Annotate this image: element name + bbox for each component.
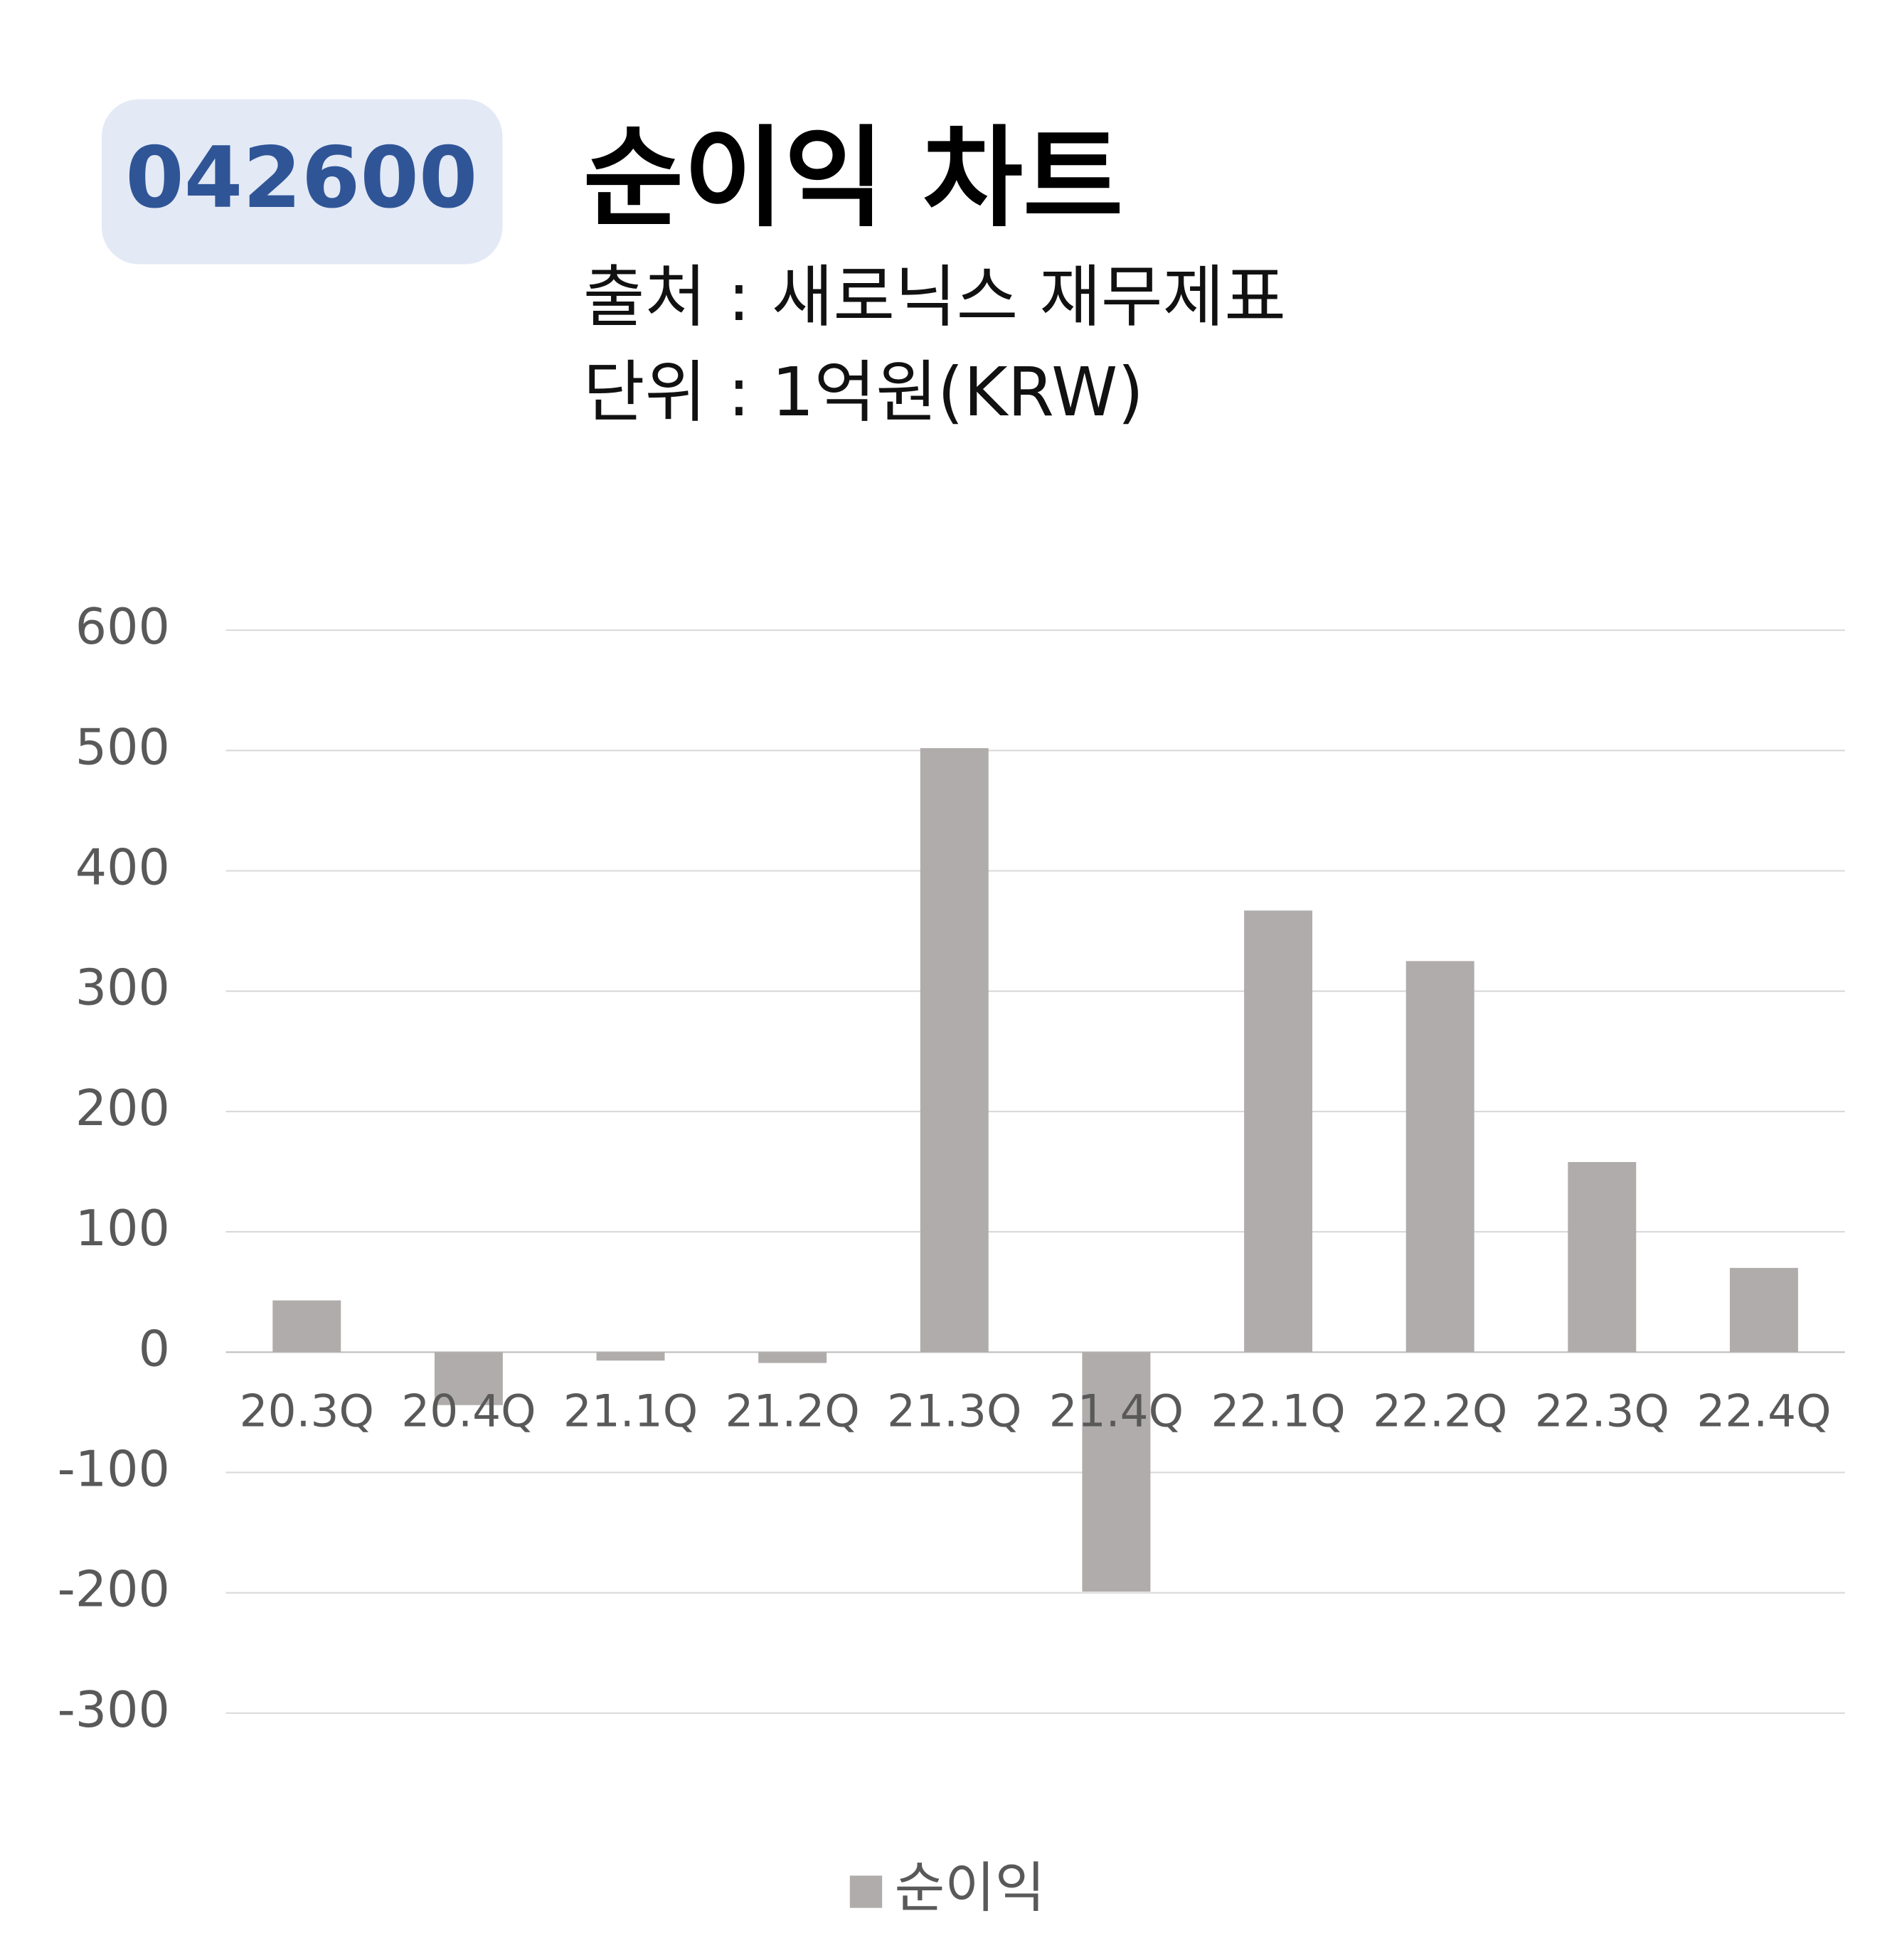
bar xyxy=(272,1300,341,1353)
y-tick-label: -300 xyxy=(58,1681,170,1739)
subtitle: 단위 : 1억원(KRW) xyxy=(583,354,1144,432)
y-tick-label: 100 xyxy=(75,1200,170,1257)
legend-swatch xyxy=(849,1875,883,1908)
y-tick-label: -100 xyxy=(58,1441,170,1498)
x-tick-label: 20.4Q xyxy=(401,1385,536,1437)
bar xyxy=(920,747,989,1353)
code: 042600 xyxy=(125,129,477,227)
y-tick-label: -200 xyxy=(58,1561,170,1619)
y-tick-label: 500 xyxy=(75,718,170,776)
y-tick-label: 0 xyxy=(139,1320,170,1378)
x-tick-label: 22.1Q xyxy=(1211,1385,1345,1437)
bar xyxy=(1244,910,1313,1353)
bar xyxy=(1568,1161,1637,1353)
x-tick-label: 22.3Q xyxy=(1535,1385,1669,1437)
x-tick-label: 21.1Q xyxy=(563,1385,698,1437)
code-badge xyxy=(102,99,503,265)
x-tick-label: 22.2Q xyxy=(1373,1385,1507,1437)
bar xyxy=(1406,961,1474,1353)
bar xyxy=(1082,1352,1151,1592)
x-tick-label: 20.3Q xyxy=(240,1385,374,1437)
x-tick-label: 21.2Q xyxy=(726,1385,860,1437)
x-tick-label: 21.3Q xyxy=(887,1385,1021,1437)
y-tick-label: 200 xyxy=(75,1080,170,1137)
legend-label: 순이익 xyxy=(895,1857,1046,1920)
bar xyxy=(596,1352,665,1361)
y-tick-label: 300 xyxy=(75,959,170,1017)
bar xyxy=(1729,1267,1798,1353)
x-tick-label: 21.4Q xyxy=(1049,1385,1184,1437)
bar xyxy=(758,1352,827,1363)
bar xyxy=(434,1352,503,1405)
chart-title: 순이익 차트 xyxy=(583,116,1123,243)
y-tick-label: 400 xyxy=(75,839,170,897)
x-tick-label: 22.4Q xyxy=(1696,1385,1831,1437)
y-tick-label: 600 xyxy=(75,598,170,656)
subtitle: 출처 : 새로닉스 재무제표 xyxy=(583,259,1286,336)
